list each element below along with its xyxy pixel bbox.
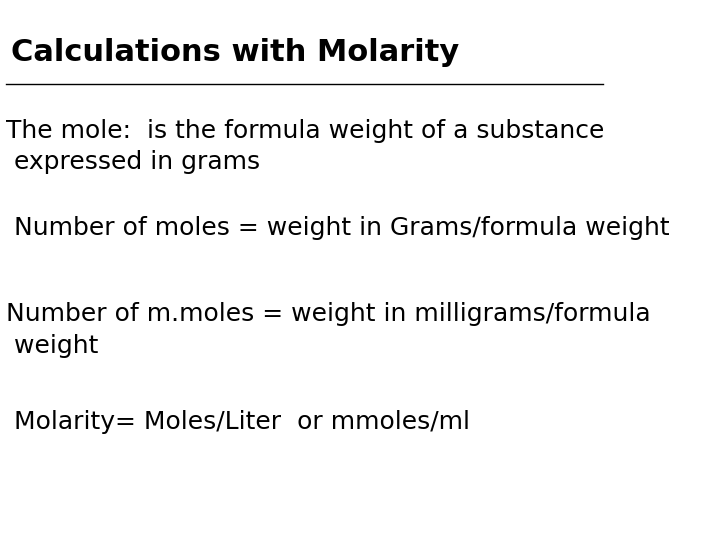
- Text: Number of m.moles = weight in milligrams/formula
 weight: Number of m.moles = weight in milligrams…: [6, 302, 651, 358]
- Text: The mole:  is the formula weight of a substance
 expressed in grams: The mole: is the formula weight of a sub…: [6, 119, 605, 174]
- Text: Calculations with Molarity: Calculations with Molarity: [11, 38, 459, 67]
- Text: Molarity= Moles/Liter  or mmoles/ml: Molarity= Moles/Liter or mmoles/ml: [6, 410, 470, 434]
- Text: Number of moles = weight in Grams∕formula weight: Number of moles = weight in Grams∕formul…: [6, 216, 670, 240]
